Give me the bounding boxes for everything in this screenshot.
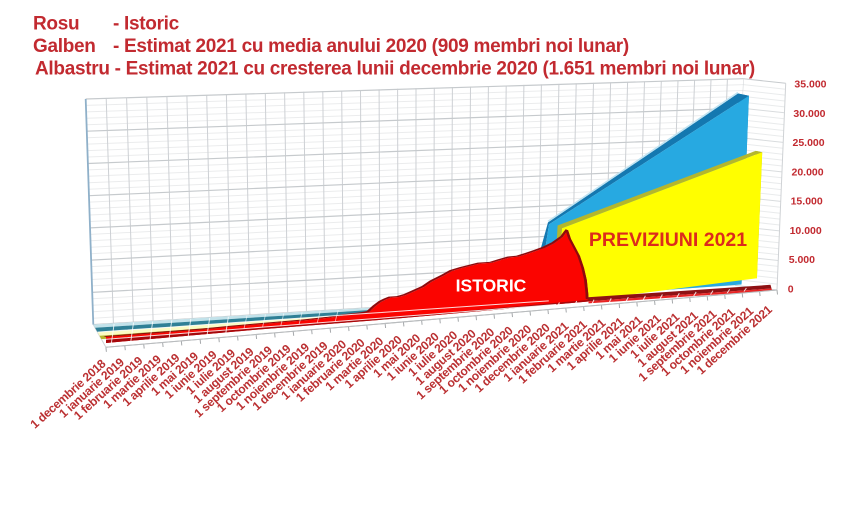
svg-text:20.000: 20.000 bbox=[792, 166, 824, 178]
svg-text:- Estimat 2021 cu media anului: - Estimat 2021 cu media anului 2020 (909… bbox=[113, 36, 629, 57]
svg-text:10.000: 10.000 bbox=[790, 225, 822, 237]
svg-text:Rosu: Rosu bbox=[33, 14, 79, 35]
svg-text:0: 0 bbox=[788, 284, 794, 296]
svg-text:PREVIZIUNI 2021: PREVIZIUNI 2021 bbox=[589, 229, 747, 251]
svg-text:Galben: Galben bbox=[33, 36, 96, 57]
svg-text:ISTORIC: ISTORIC bbox=[456, 276, 527, 296]
svg-text:25.000: 25.000 bbox=[793, 137, 825, 149]
svg-text:35.000: 35.000 bbox=[794, 79, 826, 91]
svg-text:Albastru - Estimat 2021 cu cre: Albastru - Estimat 2021 cu cresterea lun… bbox=[35, 59, 755, 80]
svg-text:30.000: 30.000 bbox=[793, 108, 825, 120]
svg-text:15.000: 15.000 bbox=[791, 196, 823, 208]
svg-text:5.000: 5.000 bbox=[789, 254, 815, 266]
svg-text:- Istoric: - Istoric bbox=[113, 14, 180, 35]
